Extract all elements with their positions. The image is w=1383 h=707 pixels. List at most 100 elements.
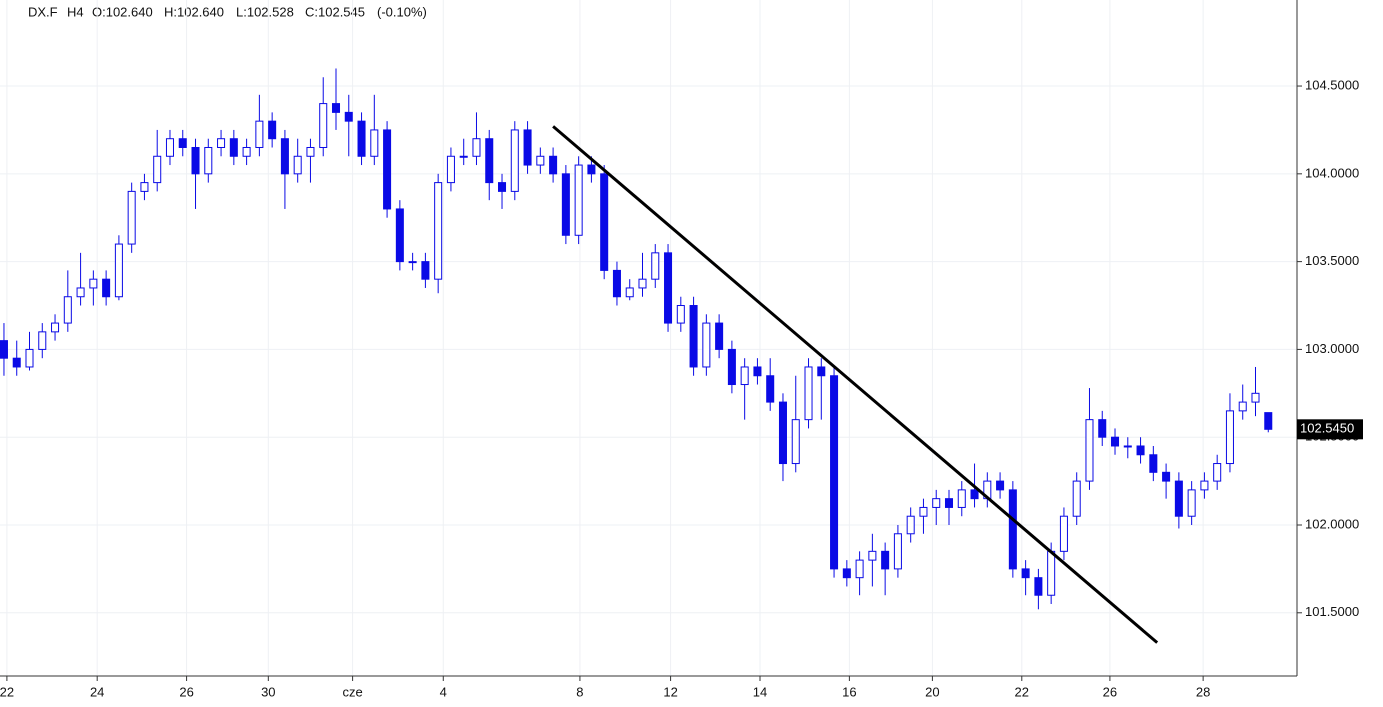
candle-body <box>268 120 277 140</box>
x-tick-label: 28 <box>1196 684 1210 699</box>
candle-body <box>1123 445 1132 448</box>
candle-body <box>1251 392 1260 403</box>
candle-body <box>242 146 251 157</box>
candle-body <box>1059 515 1068 552</box>
candle-body <box>89 278 98 289</box>
candle-body <box>1098 419 1107 438</box>
candle-body <box>549 155 558 175</box>
candle-body <box>638 278 647 289</box>
y-tick-label: 103.0000 <box>1305 341 1359 356</box>
trendline <box>552 125 1159 644</box>
candle-body <box>421 261 430 280</box>
candle-body <box>1200 480 1209 491</box>
candle-body <box>804 366 813 421</box>
candle-body <box>319 103 328 148</box>
candle-body <box>63 296 72 324</box>
candle-body <box>12 357 21 368</box>
candle-body <box>830 375 839 570</box>
candle-body <box>459 155 468 158</box>
candle-body <box>408 261 417 264</box>
candle-body <box>293 155 302 175</box>
candle-body <box>102 278 111 298</box>
candle-body <box>587 164 596 175</box>
candle-body <box>881 550 890 570</box>
candle-body <box>689 305 698 368</box>
x-tick-label: 16 <box>842 684 856 699</box>
candle-body <box>651 252 660 280</box>
candle-body <box>1213 463 1222 482</box>
candle-body <box>932 498 941 508</box>
y-tick-label: 103.5000 <box>1305 253 1359 268</box>
candle-body <box>996 480 1005 491</box>
candle-body <box>664 252 673 324</box>
candle-body <box>114 243 123 298</box>
candle-body <box>561 173 570 236</box>
candle-body <box>76 287 85 298</box>
header: DX.F H4 O:102.640 H:102.640 L:102.528 C:… <box>28 4 427 19</box>
candle-body <box>766 375 775 403</box>
low-label: L:102.528 <box>236 4 294 19</box>
candle-body <box>791 419 800 465</box>
candle-body <box>217 138 226 148</box>
candle-body <box>727 348 736 386</box>
candle-body <box>1021 568 1030 579</box>
candle-body <box>191 146 200 175</box>
candle-body <box>370 129 379 157</box>
x-tick-label: 4 <box>440 684 447 699</box>
x-tick-label: 24 <box>90 684 104 699</box>
candle-body <box>1085 419 1094 482</box>
candle-body <box>331 103 341 113</box>
candle-body <box>574 164 583 236</box>
candle-body <box>944 498 954 508</box>
candle-body <box>612 269 621 298</box>
candle-body <box>1174 480 1183 517</box>
candle-body <box>446 155 455 184</box>
x-tick-label: 22 <box>0 684 14 699</box>
change-label: (-0.10%) <box>377 4 427 19</box>
candle-body <box>1264 412 1273 430</box>
candle-body <box>229 138 238 157</box>
candle-body <box>1162 471 1171 482</box>
candle-body <box>778 401 787 465</box>
candle-body <box>357 120 366 157</box>
y-tick-label: 104.0000 <box>1305 165 1359 180</box>
candle-body <box>383 129 392 210</box>
symbol: DX.F <box>28 4 58 19</box>
candle-body <box>919 506 928 517</box>
timeframe: H4 <box>67 4 84 19</box>
candle-body <box>472 138 481 157</box>
candle-body <box>1238 401 1247 412</box>
candle-body <box>970 489 979 500</box>
candle-body <box>140 182 149 192</box>
candle-body <box>740 366 749 386</box>
candle-body <box>625 287 634 298</box>
candle-body <box>1111 436 1120 447</box>
candle-body <box>1008 489 1017 570</box>
x-tick-label: 26 <box>179 684 193 699</box>
x-tick-label: 14 <box>753 684 767 699</box>
candle-body <box>676 305 685 324</box>
candle-body <box>893 533 902 570</box>
candle-body <box>153 155 162 184</box>
candle-body <box>906 515 915 535</box>
candle-body <box>1187 489 1196 517</box>
candle-body <box>817 366 826 377</box>
candle-body <box>178 138 187 148</box>
candle-body <box>498 182 507 192</box>
candle-body <box>702 322 711 368</box>
candle-body <box>434 182 443 280</box>
y-tick-label: 104.5000 <box>1305 77 1359 92</box>
candle-body <box>280 138 289 175</box>
candle-body <box>165 138 174 157</box>
x-tick-label: 26 <box>1103 684 1117 699</box>
candle-body <box>536 155 545 166</box>
candle-body <box>523 129 532 166</box>
high-label: H:102.640 <box>164 4 224 19</box>
x-tick-label: 30 <box>261 684 275 699</box>
candle-body <box>306 146 315 157</box>
candle-body <box>715 322 724 350</box>
open-label: O:102.640 <box>92 4 153 19</box>
candle-body <box>485 138 494 184</box>
candle-body <box>957 489 966 508</box>
candle-body <box>600 173 609 271</box>
